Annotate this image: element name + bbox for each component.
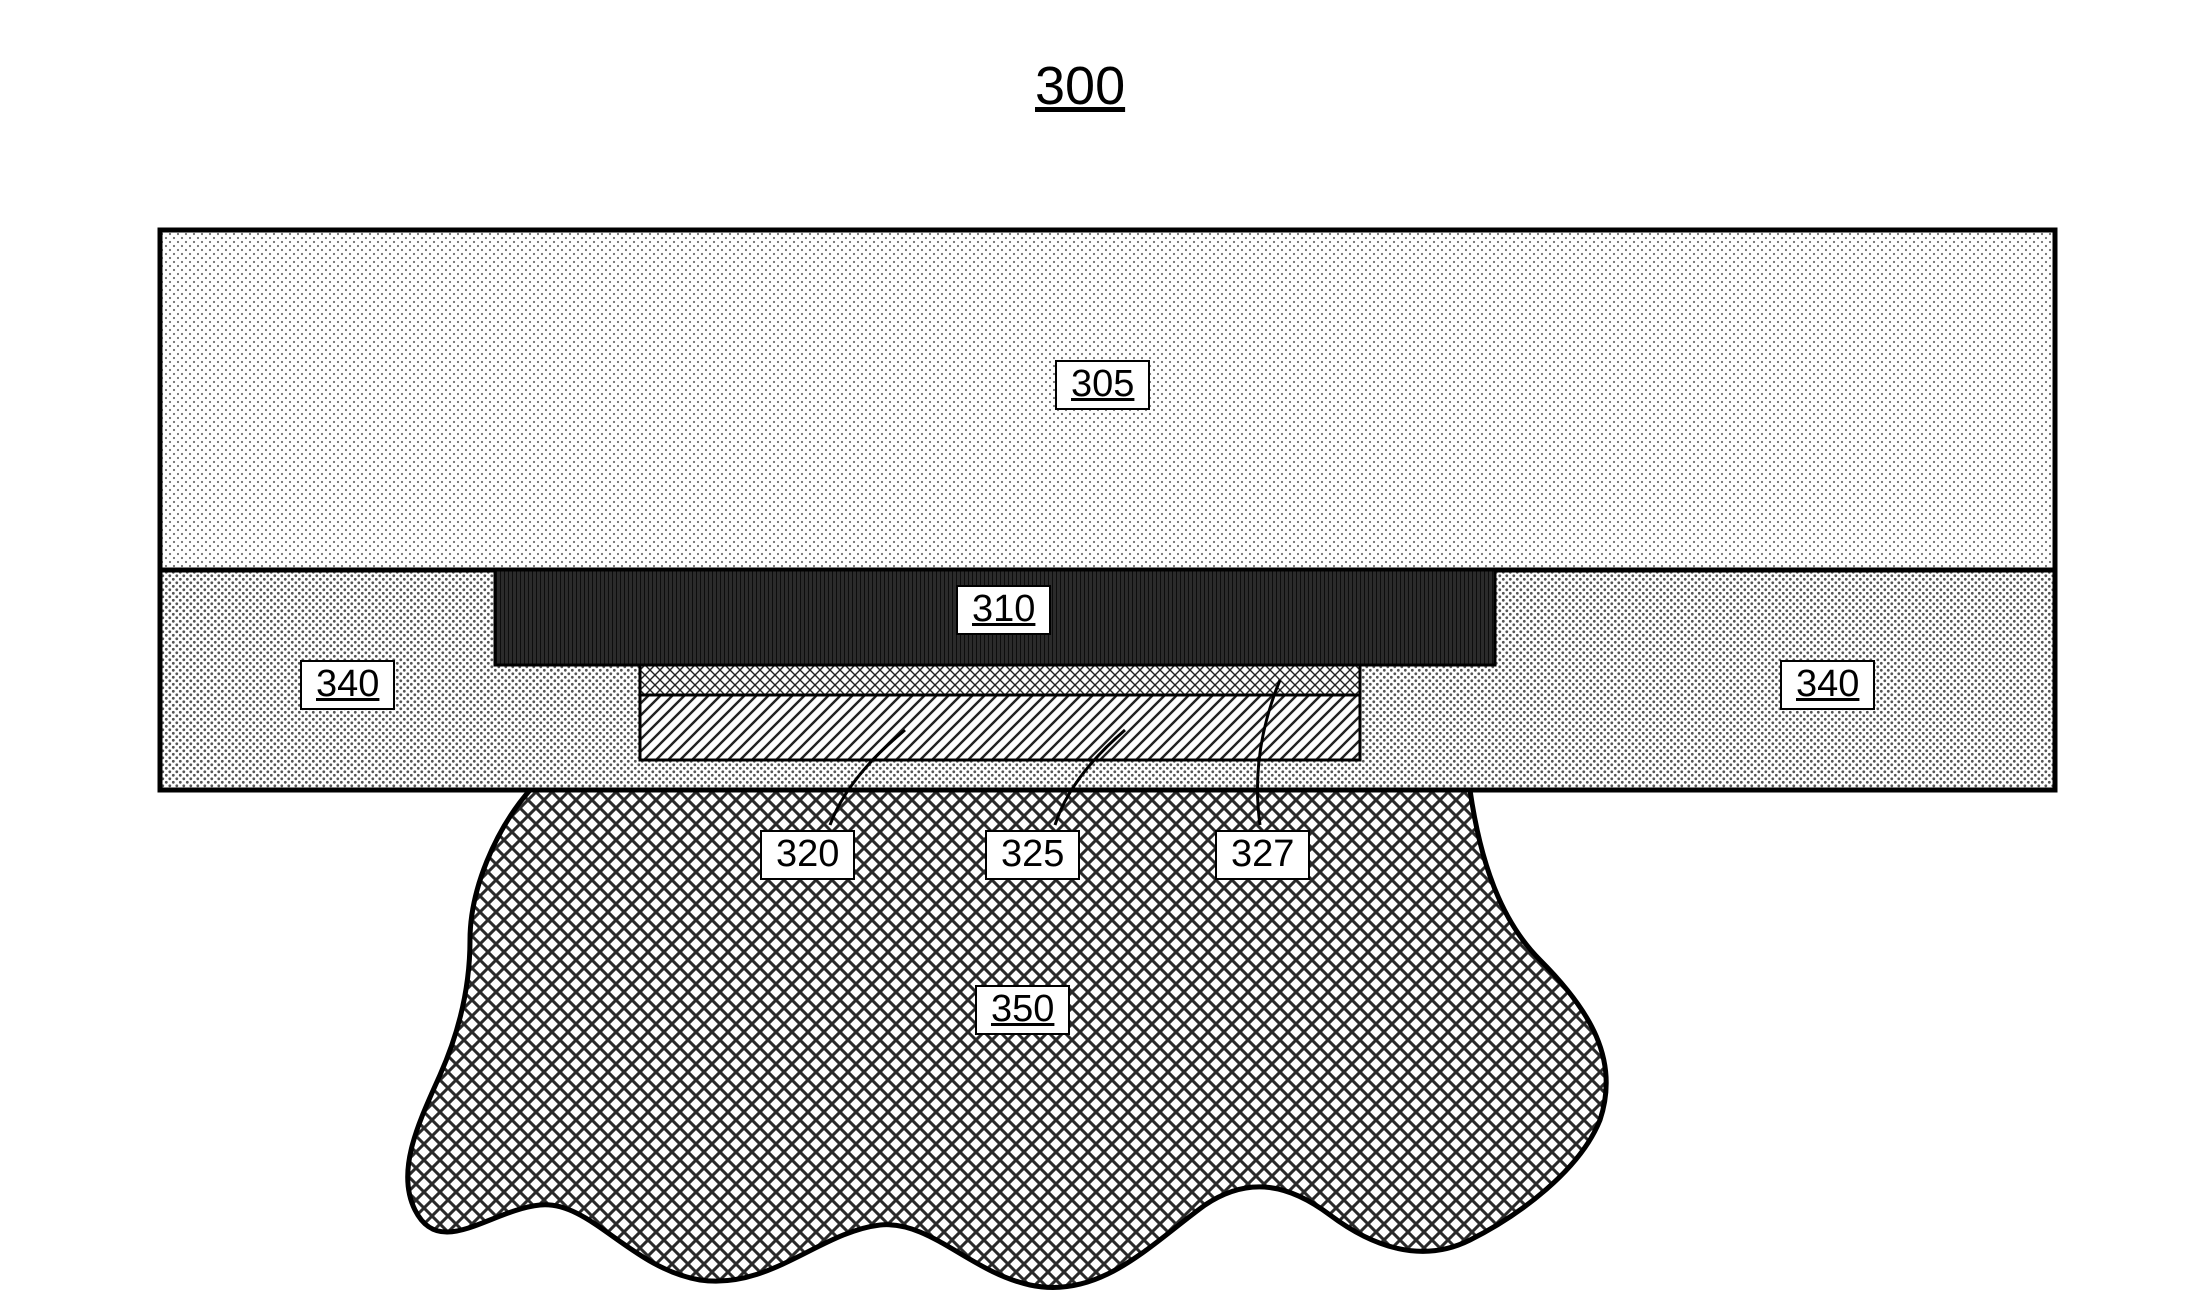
ref-325: 325 bbox=[985, 830, 1080, 880]
ref-305-text: 305 bbox=[1071, 363, 1134, 405]
ref-320-text: 320 bbox=[776, 833, 839, 875]
ref-305: 305 bbox=[1055, 360, 1150, 410]
ref-325-text: 325 bbox=[1001, 833, 1064, 875]
ref-327-text: 327 bbox=[1231, 833, 1294, 875]
ref-310-text: 310 bbox=[972, 588, 1035, 630]
ref-340-right: 340 bbox=[1780, 660, 1875, 710]
ref-350-text: 350 bbox=[991, 988, 1054, 1030]
ref-327: 327 bbox=[1215, 830, 1310, 880]
patent-figure: 300 305 310 340 340 320 325 327 350 bbox=[0, 0, 2209, 1316]
ref-350: 350 bbox=[975, 985, 1070, 1035]
ref-320: 320 bbox=[760, 830, 855, 880]
figure-number-text: 300 bbox=[1035, 56, 1125, 116]
ref-340-left-text: 340 bbox=[316, 663, 379, 705]
figure-svg bbox=[0, 0, 2209, 1316]
figure-number: 300 bbox=[1035, 55, 1125, 117]
ref-340-right-text: 340 bbox=[1796, 663, 1859, 705]
ref-310: 310 bbox=[956, 585, 1051, 635]
ref-340-left: 340 bbox=[300, 660, 395, 710]
